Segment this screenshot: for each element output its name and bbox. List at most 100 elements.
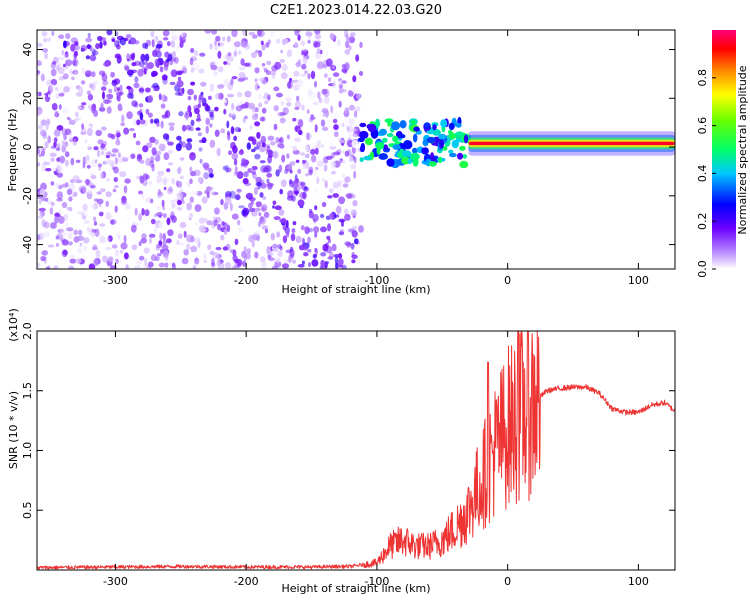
heatmap-cell	[64, 151, 70, 158]
heatmap-cell	[296, 95, 300, 102]
heatmap-cell	[147, 62, 154, 69]
heatmap-cell	[281, 263, 290, 269]
heatmap-cell	[324, 180, 328, 189]
heatmap-cell	[351, 230, 358, 238]
heatmap-cell	[231, 30, 238, 38]
heatmap-cell	[300, 181, 306, 187]
heatmap-cell	[304, 114, 311, 122]
heatmap-cell	[61, 239, 69, 246]
heatmap-cell	[339, 121, 343, 128]
heatmap-cell	[77, 105, 81, 110]
heatmap-cell	[329, 32, 335, 40]
heatmap-cell	[292, 117, 297, 122]
heatmap-cell	[272, 150, 279, 159]
heatmap-cell	[302, 245, 308, 251]
heatmap-cell	[144, 257, 148, 266]
heatmap-cell	[399, 120, 407, 129]
heatmap-cell	[176, 239, 180, 246]
heatmap-cell	[203, 172, 210, 180]
heatmap-cell	[49, 207, 54, 215]
heatmap-cell	[145, 108, 150, 115]
x-tick-label: -300	[103, 274, 128, 287]
heatmap-cell	[63, 213, 68, 221]
heatmap-cell	[193, 169, 201, 177]
heatmap-cell	[280, 72, 288, 80]
heatmap-cell	[308, 262, 311, 268]
heatmap-cell	[92, 244, 98, 250]
heatmap-cell	[138, 190, 143, 195]
heatmap-cell	[146, 142, 153, 149]
heatmap-cell	[314, 205, 318, 211]
heatmap-cell	[44, 52, 49, 60]
heatmap-cell	[59, 226, 66, 230]
heatmap-cell	[214, 40, 217, 46]
heatmap-cell	[337, 258, 344, 266]
heatmap-cell	[63, 132, 67, 141]
heatmap-cell	[375, 118, 380, 128]
heatmap-cell	[150, 218, 156, 225]
x-tick-label: -300	[103, 575, 128, 588]
heatmap-cell	[50, 202, 55, 207]
heatmap-cell	[288, 164, 292, 169]
heatmap-cell	[75, 258, 82, 264]
heatmap-cell	[194, 237, 201, 244]
heatmap-cell	[37, 60, 42, 67]
heatmap-cell	[81, 102, 87, 106]
heatmap-cell	[49, 83, 55, 91]
heatmap-cell	[358, 225, 364, 233]
heatmap-cell	[55, 242, 60, 247]
heatmap-cell	[333, 112, 341, 118]
heatmap-cell	[130, 153, 136, 159]
heatmap-cell	[187, 105, 192, 113]
heatmap-cell	[185, 142, 193, 151]
heatmap-cell	[110, 219, 114, 225]
heatmap-cell	[351, 128, 357, 132]
heatmap-cell	[261, 204, 268, 212]
heatmap-cell	[59, 155, 66, 164]
heatmap-cell	[231, 213, 239, 220]
heatmap-cell	[233, 135, 238, 141]
heatmap-cell	[44, 161, 51, 166]
heatmap-cell	[53, 55, 59, 63]
heatmap-cell	[144, 53, 150, 62]
heatmap-cell	[123, 185, 128, 194]
heatmap-cell	[47, 200, 54, 205]
x-tick-label: 0	[504, 575, 511, 588]
heatmap-cell	[233, 158, 238, 166]
heatmap-cell	[309, 92, 317, 99]
heatmap-cell	[348, 133, 354, 137]
heatmap-cell	[176, 135, 182, 141]
heatmap-cell	[226, 224, 231, 233]
heatmap-cell	[236, 171, 244, 179]
heatmap-cell	[286, 134, 290, 140]
heatmap-cell	[49, 152, 57, 157]
heatmap-cell	[307, 236, 311, 245]
heatmap-cell	[304, 226, 310, 235]
heatmap-cell	[199, 158, 203, 164]
heatmap-cell	[313, 168, 317, 177]
x-tick-label: -200	[234, 274, 259, 287]
heatmap-cell	[93, 221, 98, 226]
heatmap-cell	[122, 157, 129, 162]
x-tick-label: -100	[364, 575, 389, 588]
heatmap-cell	[327, 78, 331, 83]
heatmap-cell	[61, 145, 66, 153]
heatmap-cell	[93, 109, 99, 117]
heatmap-cell	[133, 220, 139, 225]
heatmap-cell	[99, 41, 103, 49]
heatmap-cell	[210, 64, 218, 71]
heatmap-cell	[57, 215, 65, 224]
heatmap-cell	[307, 87, 313, 94]
heatmap-cell	[194, 222, 199, 226]
heatmap-cell	[111, 166, 117, 170]
heatmap-cell	[247, 168, 252, 173]
heatmap-cell	[100, 172, 104, 180]
heatmap-cell	[44, 141, 49, 149]
heatmap-cell	[114, 53, 122, 59]
heatmap-cell	[308, 166, 314, 174]
heatmap-cell	[98, 211, 104, 217]
heatmap-cell	[229, 249, 236, 254]
y-tick-label: -40	[21, 236, 34, 254]
heatmap-cell	[40, 256, 46, 262]
heatmap-cell	[252, 34, 258, 39]
